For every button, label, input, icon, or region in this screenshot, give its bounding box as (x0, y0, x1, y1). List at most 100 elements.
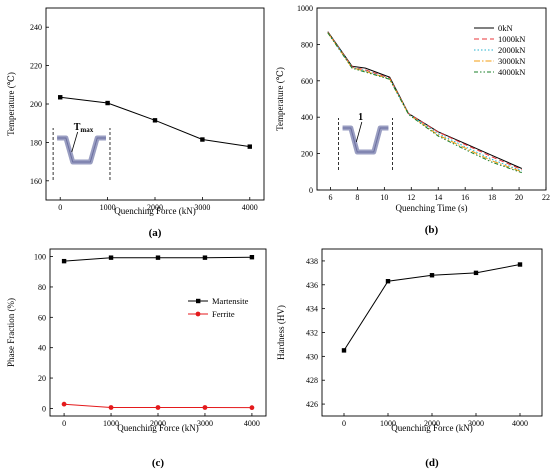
x-tick-label: 8 (355, 193, 359, 202)
y-tick-label: 426 (306, 400, 318, 409)
x-tick-label: 14 (434, 193, 442, 202)
y-tick-label: 60 (38, 313, 46, 322)
panel-label: (c) (152, 457, 165, 469)
data-point-marker (202, 405, 208, 410)
chart-panel-d: 0 1000 2000 3000 4000 426 428 430 432 434 436 438 Qu… (276, 248, 543, 469)
data-point-marker (249, 254, 255, 260)
y-tick-label: 0 (42, 404, 46, 413)
x-tick-label: 3000 (194, 203, 210, 212)
legend-entry: Martensite (212, 296, 249, 306)
y-tick-label: 240 (30, 23, 42, 32)
x-tick-label: 0 (62, 419, 66, 428)
y-tick-label: 20 (38, 374, 46, 383)
legend-entry: 1000kN (498, 34, 525, 44)
data-point-marker (247, 144, 252, 149)
panel-label: (d) (425, 457, 439, 469)
inset-label: Tmax (74, 122, 94, 134)
data-point-marker (155, 405, 161, 410)
inset-pointer (355, 121, 363, 143)
inset-profile-shape (57, 135, 106, 165)
legend-marker (196, 298, 201, 304)
y-tick-label: 200 (301, 150, 313, 159)
x-tick-label: 4000 (242, 203, 258, 212)
x-tick-label: 3000 (468, 419, 484, 428)
legend-entry: 4000kN (498, 67, 525, 77)
data-point-marker (202, 255, 208, 260)
series-line-1000kN (327, 31, 522, 171)
data-point-marker (473, 270, 479, 276)
series-line-4000kN (327, 32, 522, 174)
y-tick-label: 434 (306, 305, 318, 314)
plot-frame (45, 7, 265, 201)
x-tick-label: 16 (461, 193, 469, 202)
data-point-marker (517, 262, 523, 267)
data-point-marker (385, 279, 391, 284)
x-tick-label: 18 (488, 193, 496, 202)
y-axis-label: Temperature (℃) (275, 67, 285, 131)
legend-entry: Ferrite (212, 309, 235, 319)
data-point-marker (249, 405, 255, 411)
plot-frame (49, 248, 267, 417)
data-point-marker (108, 255, 114, 260)
x-tick-label: 1000 (103, 419, 119, 428)
inset-profile-outline (342, 127, 389, 153)
inset-label-subscript: max (80, 126, 93, 134)
y-tick-label: 600 (301, 77, 313, 86)
x-tick-label: 4000 (512, 419, 528, 428)
x-tick-label: 6 (328, 193, 332, 202)
data-point-marker (61, 258, 67, 264)
data-point-marker (61, 401, 67, 407)
x-tick-label: 1000 (100, 203, 116, 212)
x-tick-label: 20 (515, 193, 523, 202)
x-axis-label: Quenching Time (s) (396, 203, 468, 213)
legend-entry: 3000kN (498, 56, 525, 66)
x-axis-label: Quenching Force (kN) (391, 423, 472, 433)
y-tick-label: 428 (306, 376, 318, 385)
x-tick-label: 2000 (424, 419, 440, 428)
inset-profile-outline (57, 137, 106, 163)
legend-entry: 0kN (498, 23, 513, 33)
y-tick-label: 160 (30, 177, 42, 186)
x-tick-label: 4000 (244, 419, 260, 428)
inset-profile-shape (342, 125, 389, 155)
y-axis-label: Phase Fraction (%) (6, 298, 16, 367)
y-tick-label: 400 (301, 113, 313, 122)
y-tick-label: 0 (309, 186, 313, 195)
y-tick-label: 438 (306, 257, 318, 266)
x-tick-label: 2000 (147, 203, 163, 212)
y-tick-label: 432 (306, 329, 318, 338)
y-tick-label: 100 (34, 253, 46, 262)
x-tick-label: 12 (407, 193, 415, 202)
data-point-marker (58, 95, 63, 100)
series-line-2000kN (327, 32, 522, 172)
data-point-marker (341, 348, 347, 353)
y-tick-label: 200 (30, 100, 42, 109)
y-tick-label: 180 (30, 138, 42, 147)
inset-label: 1 (358, 112, 363, 123)
plot-frame (316, 7, 547, 191)
x-axis-label: Quenching Force (kN) (114, 206, 195, 216)
x-tick-label: 0 (58, 203, 62, 212)
x-tick-label: 2000 (150, 419, 166, 428)
data-point-marker (105, 100, 110, 106)
y-axis-label: Hardness (HV) (276, 305, 286, 360)
series-line-3000kN (327, 32, 522, 173)
y-axis-label: Temperature (℃) (6, 72, 16, 136)
y-tick-label: 800 (301, 40, 313, 49)
y-tick-label: 80 (38, 283, 46, 292)
y-tick-label: 436 (306, 281, 318, 290)
legend-marker (195, 311, 201, 317)
x-tick-label: 0 (342, 419, 346, 428)
data-point-marker (108, 405, 114, 410)
legend-entry: 2000kN (498, 45, 525, 55)
x-axis-label: Quenching Force (kN) (117, 423, 198, 433)
data-point-marker (155, 255, 161, 260)
x-tick-label: 10 (380, 193, 388, 202)
data-point-marker (200, 137, 205, 142)
y-tick-label: 220 (30, 62, 42, 71)
chart-panel-a: 0 1000 2000 3000 4000 160 180 200 220 240 Quenchin… (6, 7, 265, 239)
data-point-marker (152, 118, 158, 123)
chart-panel-b: 6 8 10 12 14 16 18 20 22 0 200 400 600 800 1000 Quenchi… (275, 4, 550, 236)
x-tick-label: 22 (542, 193, 550, 202)
